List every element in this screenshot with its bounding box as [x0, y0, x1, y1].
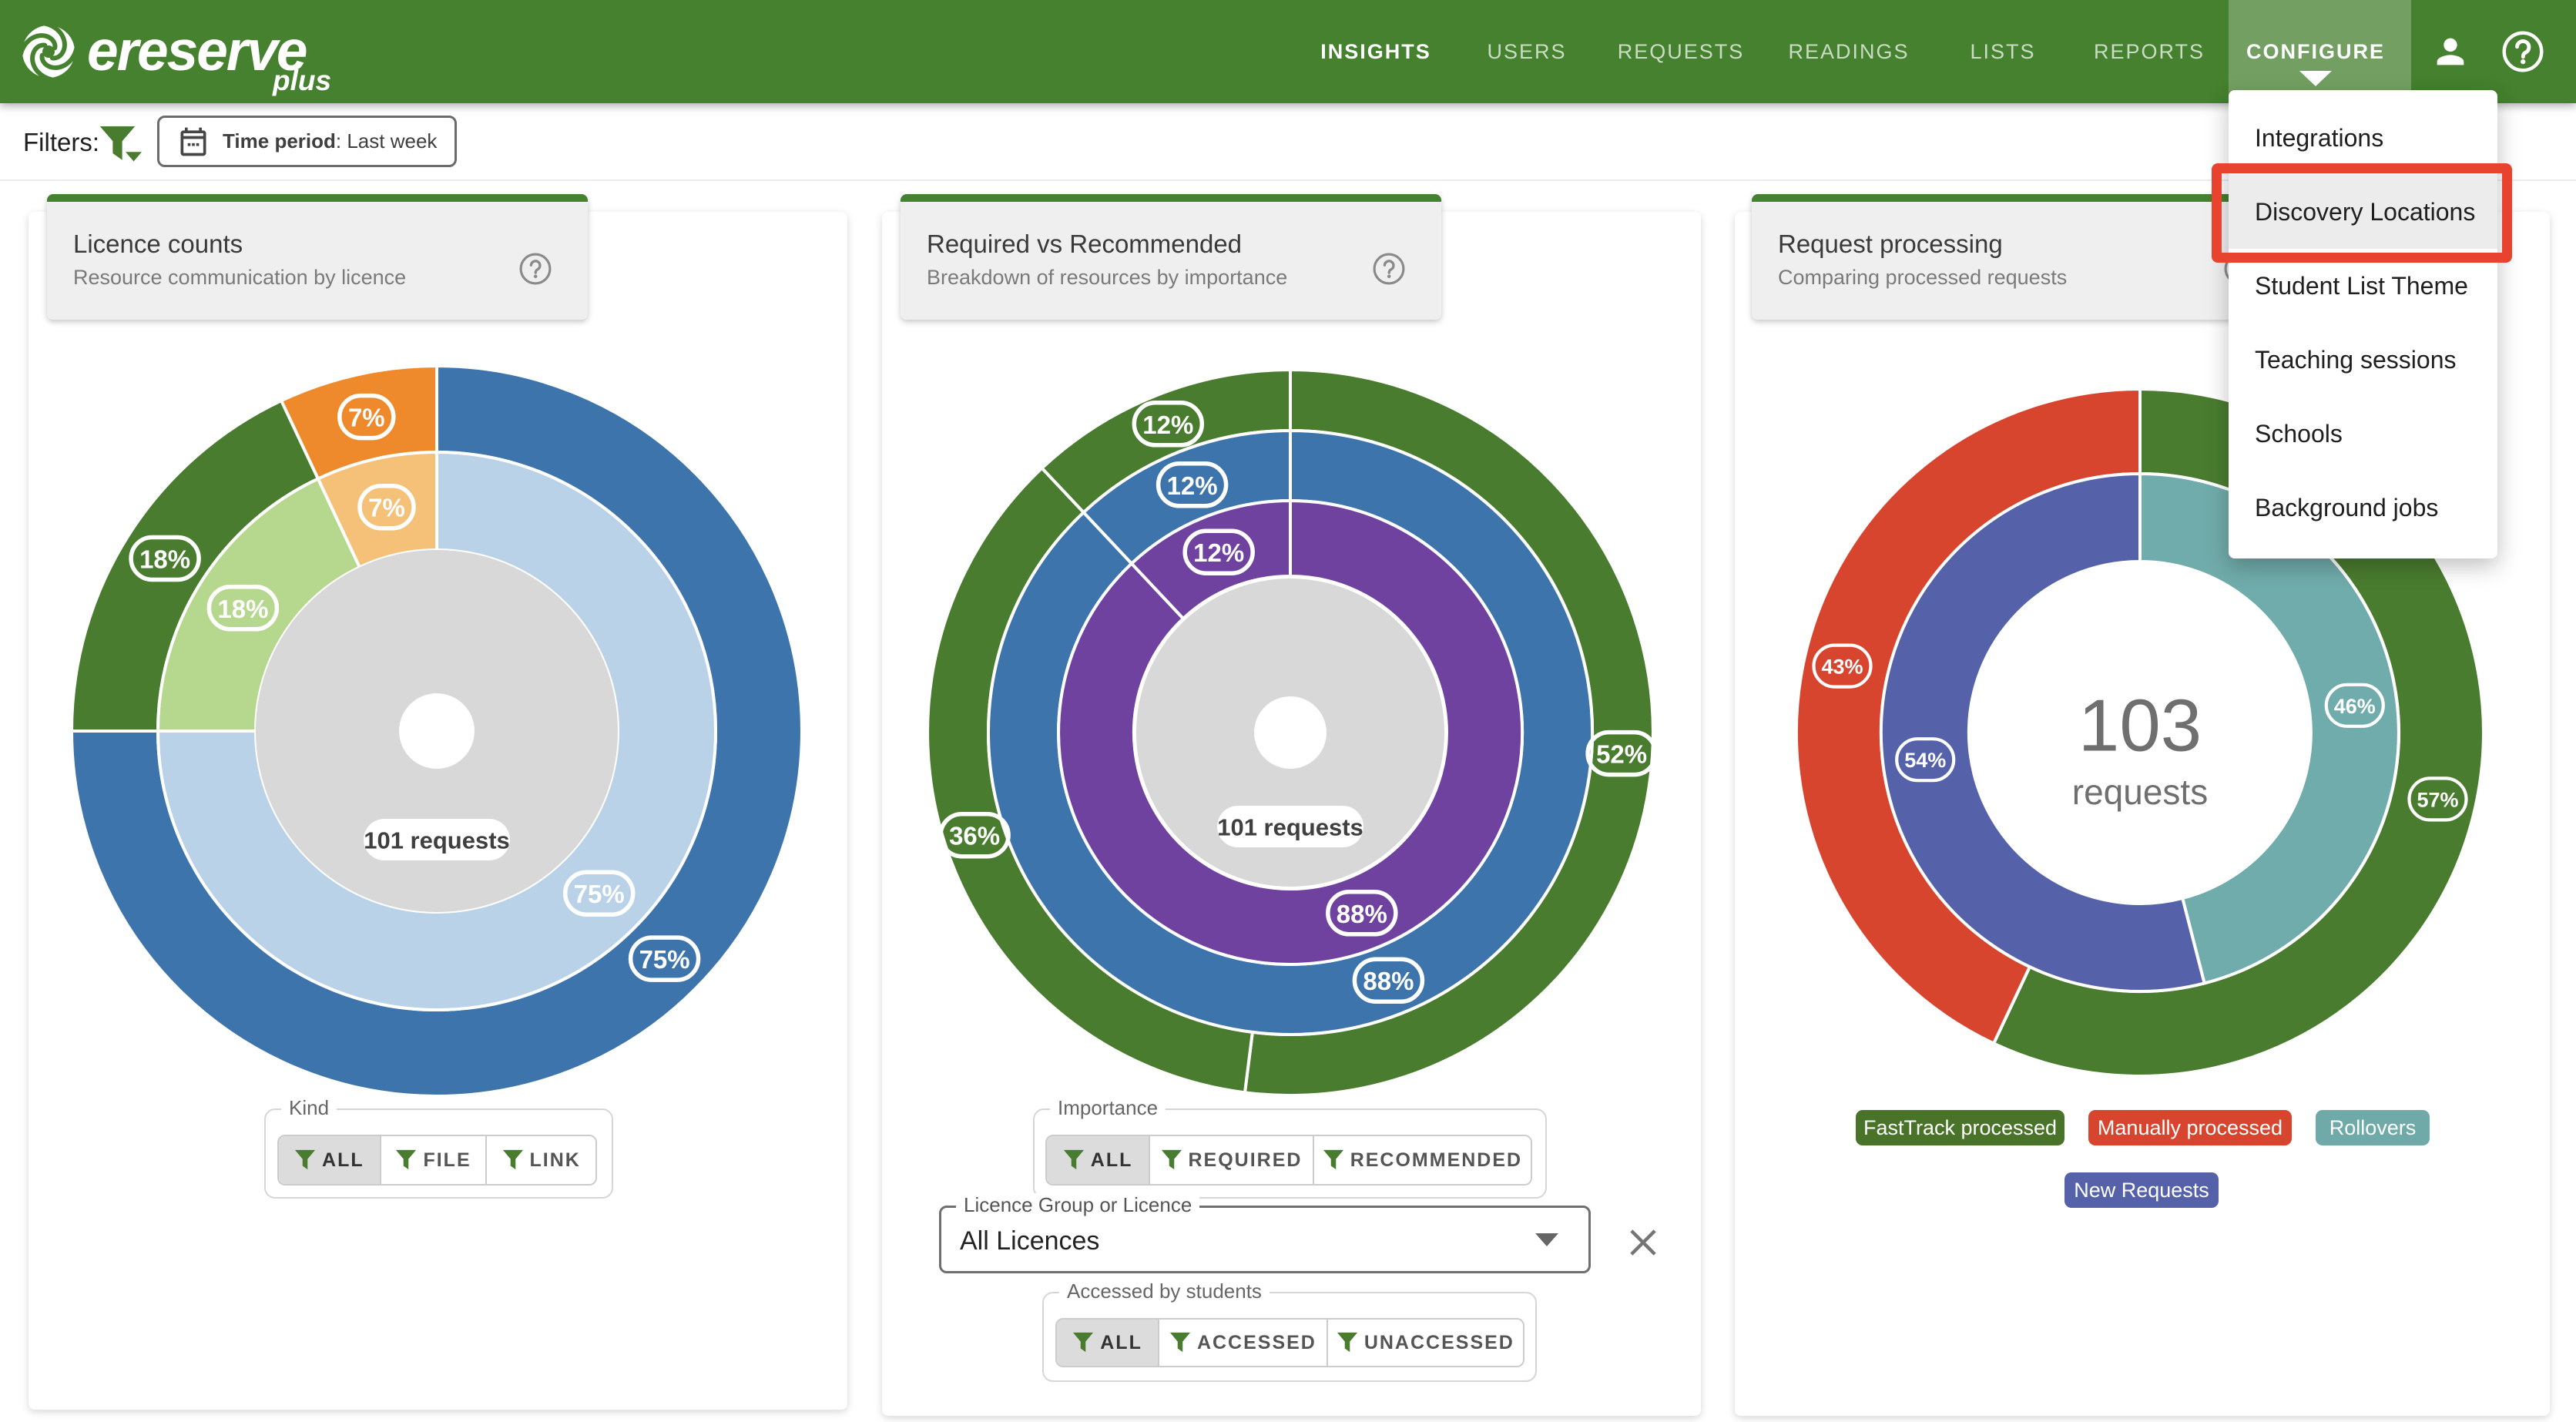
svg-text:7%: 7%	[368, 494, 405, 522]
svg-text:88%: 88%	[1337, 900, 1387, 928]
svg-text:43%: 43%	[1821, 656, 1863, 679]
svg-text:52%: 52%	[1596, 740, 1647, 769]
svg-text:75%: 75%	[574, 880, 625, 908]
svg-text:88%: 88%	[1363, 967, 1414, 995]
svg-text:57%: 57%	[2417, 788, 2458, 811]
svg-text:requests: requests	[2072, 772, 2208, 812]
svg-text:101 requests: 101 requests	[1217, 814, 1363, 841]
svg-text:18%: 18%	[139, 545, 190, 574]
svg-text:12%: 12%	[1167, 471, 1218, 500]
svg-text:75%: 75%	[639, 945, 690, 974]
svg-text:101 requests: 101 requests	[364, 827, 510, 854]
svg-text:46%: 46%	[2334, 695, 2376, 718]
svg-text:7%: 7%	[348, 404, 385, 432]
svg-text:54%: 54%	[1904, 749, 1946, 772]
svg-text:12%: 12%	[1193, 538, 1244, 567]
svg-text:103: 103	[2078, 685, 2202, 767]
svg-text:36%: 36%	[949, 822, 1000, 850]
svg-text:18%: 18%	[217, 595, 268, 623]
svg-text:12%: 12%	[1142, 411, 1193, 439]
